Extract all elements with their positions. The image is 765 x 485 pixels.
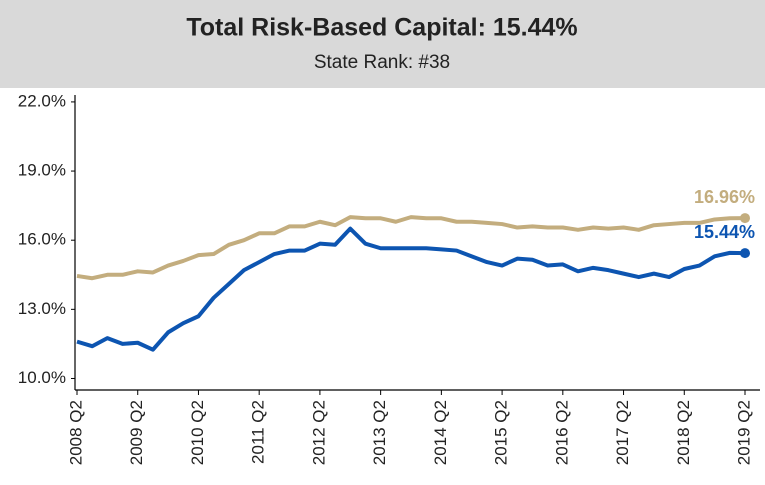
x-tick-label: 2011 Q2 (249, 400, 268, 464)
chart-title: Total Risk-Based Capital: 15.44% (186, 14, 577, 42)
value-label: 15.44% (694, 222, 755, 242)
y-tick-label: 19.0% (18, 161, 66, 180)
x-tick-label: 2012 Q2 (309, 400, 328, 465)
x-tick-label: 2009 Q2 (127, 400, 146, 465)
y-tick-label: 22.0% (18, 91, 66, 110)
chart-subtitle: State Rank: #38 (314, 52, 450, 73)
y-tick-label: 13.0% (18, 299, 66, 318)
x-tick-label: 2018 Q2 (674, 400, 693, 465)
x-tick-label: 2013 Q2 (370, 400, 389, 465)
y-tick-label: 10.0% (18, 368, 66, 387)
x-tick-label: 2010 Q2 (188, 400, 207, 465)
series-line (76, 215, 746, 281)
value-label: 16.96% (694, 187, 755, 207)
y-tick-label: 16.0% (18, 230, 66, 249)
x-tick-label: 2019 Q2 (734, 400, 753, 465)
x-tick-label: 2017 Q2 (613, 400, 632, 465)
x-tick-label: 2015 Q2 (492, 400, 511, 465)
x-tick-label: 2008 Q2 (66, 400, 85, 465)
series-line (76, 226, 746, 352)
header-band (0, 0, 765, 88)
x-tick-label: 2014 Q2 (431, 400, 450, 465)
end-point (740, 213, 750, 224)
end-point (740, 248, 750, 259)
x-tick-label: 2016 Q2 (552, 400, 571, 465)
